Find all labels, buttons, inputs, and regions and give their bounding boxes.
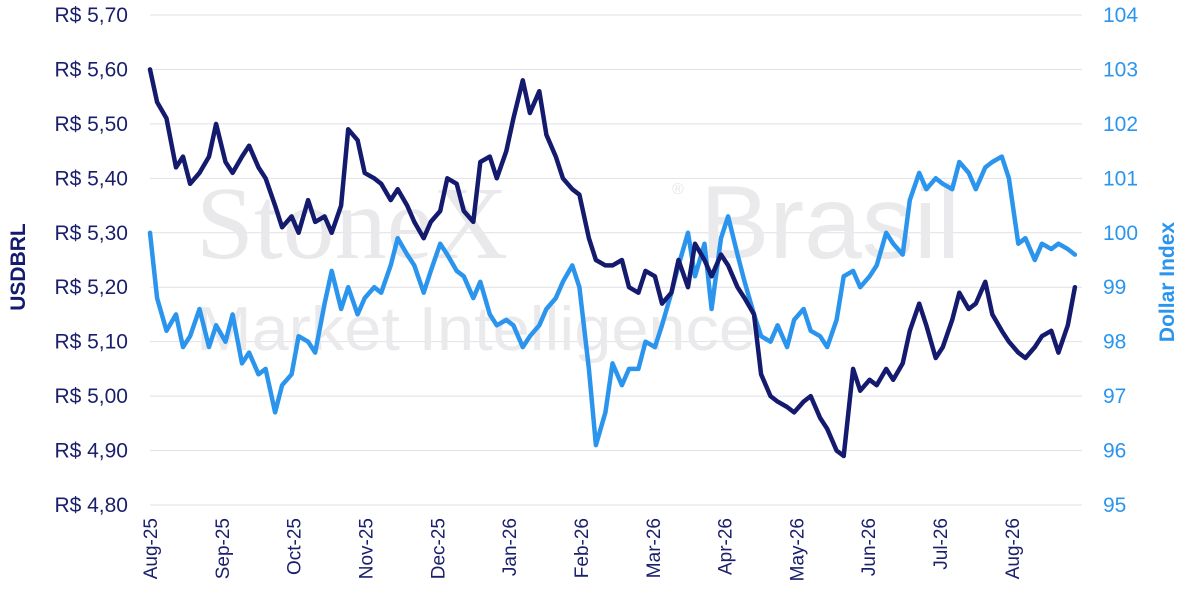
y-right-tick-label: 100 [1103,222,1138,245]
y-right-tick-label: 97 [1103,385,1126,408]
y-left-tick-label: R$ 5,00 [54,385,128,408]
y-left-tick-label: R$ 4,90 [54,440,128,463]
x-tick-label: Dec-25 [428,518,449,579]
y-axis-left-ticks: R$ 5,70 R$ 5,60 R$ 5,50 R$ 5,40 R$ 5,30 R$ 5,… [54,4,128,517]
x-axis-ticks: Aug-25 Sep-25 Oct-25 Nov-25 Dec-25 Jan-26 Feb-… [141,518,1024,581]
y-right-tick-label: 101 [1103,167,1138,190]
watermark-subtitle: Market Intelligence [196,295,756,364]
usdbrl-series-line [147,67,1078,459]
x-tick-label: Sep-25 [213,518,234,579]
y-axis-right-title: Dollar Index [1156,222,1179,343]
y-left-tick-label: R$ 5,10 [54,331,128,354]
y-right-tick-label: 99 [1103,276,1126,299]
x-tick-label: May-26 [787,518,808,581]
x-tick-label: Feb-26 [572,518,593,578]
y-right-tick-label: 96 [1103,440,1126,463]
x-tick-label: Aug-26 [1003,518,1024,579]
y-left-tick-label: R$ 5,30 [54,222,128,245]
dollar-index-series-line [147,154,1078,448]
y-right-tick-label: 95 [1103,494,1126,517]
x-tick-label: Jul-26 [931,518,952,570]
y-axis-left-title: USDBRL [7,223,30,311]
series-lines [147,67,1078,459]
x-tick-label: Mar-26 [644,518,665,578]
y-left-tick-label: R$ 5,40 [54,167,128,190]
y-left-tick-label: R$ 4,80 [54,494,128,517]
x-tick-label: Jun-26 [859,518,880,576]
y-left-tick-label: R$ 5,20 [54,276,128,299]
y-right-tick-label: 103 [1103,58,1138,81]
y-left-tick-label: R$ 5,70 [54,4,128,27]
watermark-brand: StoneX [196,166,508,281]
x-tick-label: Oct-25 [285,518,306,575]
x-tick-label: Nov-25 [357,518,378,579]
y-axis-right-ticks: 104 103 102 101 100 99 98 97 96 95 [1103,4,1138,517]
y-right-tick-label: 104 [1103,4,1138,27]
y-right-tick-label: 102 [1103,113,1138,136]
y-right-tick-label: 98 [1103,331,1126,354]
watermark-registered-mark: ® [672,181,684,198]
x-tick-label: Apr-26 [716,518,737,575]
y-left-tick-label: R$ 5,60 [54,58,128,81]
x-tick-label: Aug-25 [141,518,162,579]
y-left-tick-label: R$ 5,50 [54,113,128,136]
x-tick-label: Jan-26 [500,518,521,576]
